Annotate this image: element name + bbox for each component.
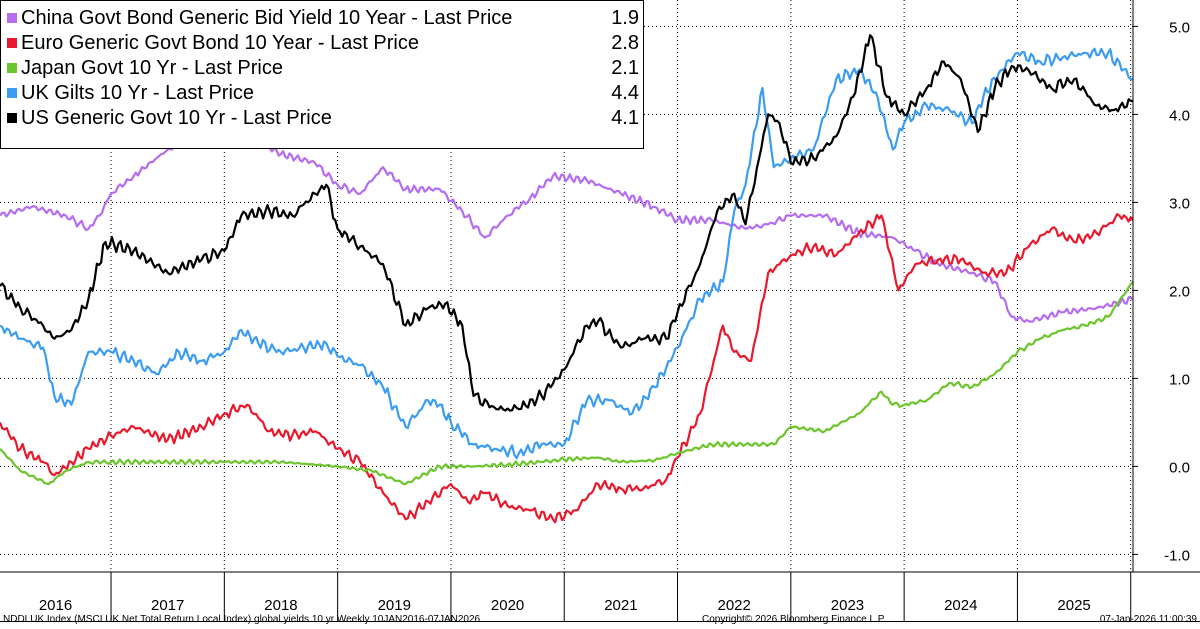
legend-item-china: China Govt Bond Generic Bid Yield 10 Yea… xyxy=(7,6,639,30)
legend-item-us: US Generic Govt 10 Yr - Last Price 4.1 xyxy=(7,106,639,130)
x-tick-label: 2016 xyxy=(39,597,72,614)
legend-swatch xyxy=(7,113,17,123)
x-tick-label: 2018 xyxy=(264,597,297,614)
series-euro xyxy=(0,213,1134,524)
x-tick-label: 2022 xyxy=(717,597,750,614)
series-us xyxy=(0,34,1134,412)
legend-swatch xyxy=(7,13,17,23)
legend-label: UK Gilts 10 Yr - Last Price xyxy=(21,82,255,104)
series-china xyxy=(0,121,1134,323)
x-tick-label: 2025 xyxy=(1057,597,1090,614)
y-tick-label: -1.0 xyxy=(1164,547,1190,564)
legend-swatch xyxy=(7,38,17,48)
legend-value: 4.1 xyxy=(611,107,639,129)
x-tick-label: 2019 xyxy=(378,597,411,614)
legend-item-japan: Japan Govt 10 Yr - Last Price 2.1 xyxy=(7,56,639,80)
legend-label: US Generic Govt 10 Yr - Last Price xyxy=(21,107,332,129)
y-tick-label: 2.0 xyxy=(1169,283,1190,300)
legend-label: Euro Generic Govt Bond 10 Year - Last Pr… xyxy=(21,32,419,54)
legend-value: 2.1 xyxy=(611,57,639,79)
legend-item-euro: Euro Generic Govt Bond 10 Year - Last Pr… xyxy=(7,31,639,55)
series-japan xyxy=(0,280,1134,486)
x-tick-label: 2024 xyxy=(944,597,977,614)
legend-label: Japan Govt 10 Yr - Last Price xyxy=(21,57,283,79)
y-tick-label: 5.0 xyxy=(1169,19,1190,36)
footer-timestamp: 07-Jan-2026 11:00:39 xyxy=(1099,614,1197,625)
footer-copyright: Copyright© 2026 Bloomberg Finance L.P. xyxy=(702,614,886,625)
legend-label: China Govt Bond Generic Bid Yield 10 Yea… xyxy=(21,7,513,29)
legend-value: 1.9 xyxy=(611,7,639,29)
y-tick-label: 0.0 xyxy=(1169,459,1190,476)
x-tick-label: 2023 xyxy=(831,597,864,614)
series-lines xyxy=(0,34,1134,524)
x-axis: 2016 2017 2018 2019 2020 2021 2022 2023 2024 2025 xyxy=(0,571,1200,622)
footer-source: NDDLUK Index (MSCI UK Net Total Return L… xyxy=(3,614,481,625)
series-uk xyxy=(0,47,1133,460)
y-axis: -1.0 0.0 1.0 2.0 3.0 4.0 5.0 xyxy=(1132,0,1190,572)
legend-item-uk: UK Gilts 10 Yr - Last Price 4.4 xyxy=(7,81,639,105)
legend-swatch xyxy=(7,63,17,73)
x-tick-label: 2020 xyxy=(491,597,524,614)
legend-value: 2.8 xyxy=(611,32,639,54)
legend: China Govt Bond Generic Bid Yield 10 Yea… xyxy=(0,0,644,149)
x-tick-label: 2021 xyxy=(604,597,637,614)
legend-value: 4.4 xyxy=(611,82,639,104)
y-tick-label: 3.0 xyxy=(1169,195,1190,212)
legend-swatch xyxy=(7,88,17,98)
y-tick-label: 4.0 xyxy=(1169,107,1190,124)
y-tick-label: 1.0 xyxy=(1169,371,1190,388)
x-tick-label: 2017 xyxy=(151,597,184,614)
